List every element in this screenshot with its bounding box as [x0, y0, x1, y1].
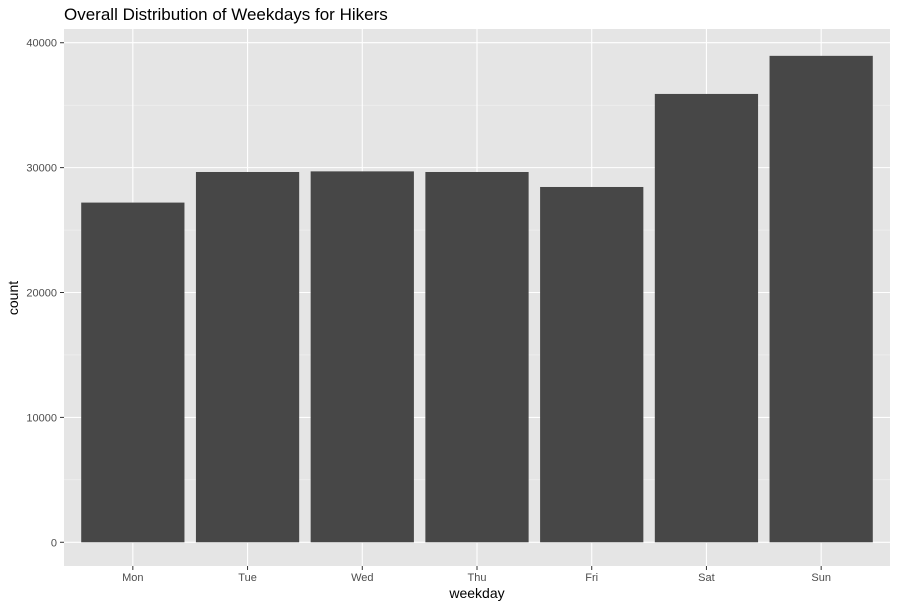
x-tick-label-thu: Thu [468, 572, 487, 584]
y-tick-label: 10000 [26, 412, 57, 424]
bar-wed [310, 171, 414, 543]
y-axis: 0 10000 20000 30000 40000 [26, 38, 64, 549]
y-tick-label: 30000 [26, 163, 57, 175]
chart-title: Overall Distribution of Weekdays for Hik… [64, 5, 388, 24]
bar-sun [769, 55, 873, 543]
x-tick-label-sun: Sun [811, 572, 831, 584]
bars [81, 55, 873, 543]
x-tick-label-sat: Sat [698, 572, 715, 584]
bar-thu [425, 171, 529, 543]
x-tick-label-wed: Wed [351, 572, 373, 584]
y-axis-title: count [5, 281, 21, 315]
x-axis-title: weekday [448, 585, 504, 601]
bar-sat [654, 93, 759, 543]
bar-tue [195, 171, 300, 543]
x-tick-label-tue: Tue [238, 572, 257, 584]
bar-fri [540, 186, 644, 543]
y-tick-label: 20000 [26, 288, 57, 300]
y-tick-label: 40000 [26, 38, 57, 50]
x-axis: Mon Tue Wed Thu Fri Sat Sun [122, 566, 831, 584]
x-tick-label-fri: Fri [585, 572, 598, 584]
y-tick-label: 0 [51, 537, 57, 549]
x-tick-label-mon: Mon [122, 572, 143, 584]
bar-mon [81, 202, 185, 543]
